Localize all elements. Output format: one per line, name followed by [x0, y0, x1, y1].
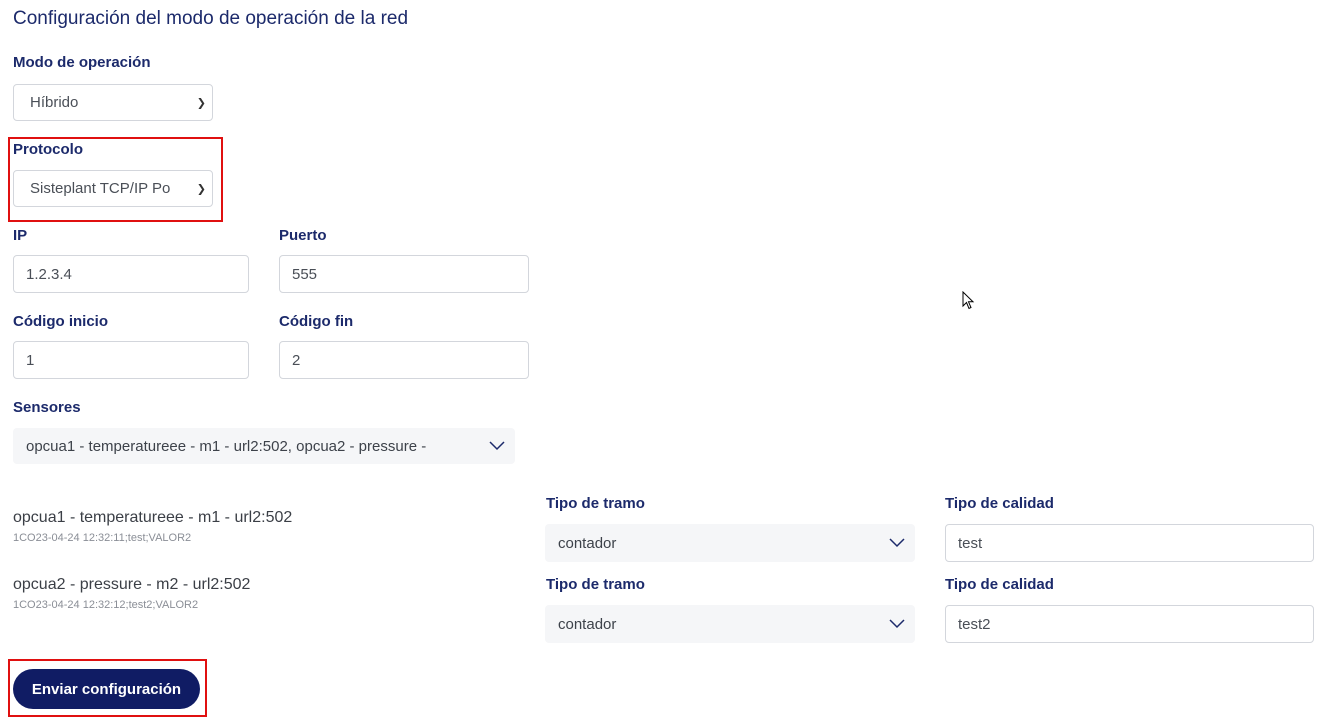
- sensores-multiselect[interactable]: opcua1 - temperatureee - m1 - url2:502, …: [13, 428, 515, 464]
- protocolo-value: Sisteplant TCP/IP Po: [30, 180, 171, 197]
- sensores-value: opcua1 - temperatureee - m1 - url2:502, …: [26, 437, 427, 455]
- chevron-down-icon: ❯: [196, 183, 206, 195]
- puerto-label: Puerto: [279, 227, 327, 244]
- tramo-select[interactable]: contador: [545, 524, 915, 562]
- chevron-down-icon: ❯: [196, 97, 206, 109]
- modo-value: Híbrido: [30, 94, 79, 111]
- tramo-label: Tipo de tramo: [546, 495, 645, 512]
- modo-select[interactable]: Híbrido ❯: [13, 84, 213, 121]
- submit-highlight: [8, 659, 207, 717]
- sensores-label: Sensores: [13, 399, 81, 416]
- chevron-down-icon: [889, 619, 905, 629]
- protocolo-label: Protocolo: [13, 141, 83, 158]
- puerto-input[interactable]: 555: [279, 255, 529, 293]
- codigo-inicio-label: Código inicio: [13, 313, 108, 330]
- enviar-configuracion-button[interactable]: Enviar configuración: [13, 669, 200, 709]
- sensor-name: opcua1 - temperatureee - m1 - url2:502: [13, 509, 293, 526]
- codigo-inicio-input[interactable]: 1: [13, 341, 249, 379]
- tramo-select[interactable]: contador: [545, 605, 915, 643]
- chevron-down-icon: [889, 538, 905, 548]
- sensor-name: opcua2 - pressure - m2 - url2:502: [13, 576, 251, 593]
- protocolo-highlight: [8, 137, 223, 222]
- codigo-fin-label: Código fin: [279, 313, 354, 330]
- ip-input[interactable]: 1.2.3.4: [13, 255, 249, 293]
- tramo-value: contador: [558, 615, 617, 633]
- codigo-fin-input[interactable]: 2: [279, 341, 529, 379]
- calidad-label: Tipo de calidad: [945, 576, 1054, 593]
- mouse-cursor-icon: [962, 291, 975, 310]
- tramo-label: Tipo de tramo: [546, 576, 645, 593]
- sensor-detail: 1CO23-04-24 12:32:11;test;VALOR2: [13, 532, 192, 544]
- sensor-detail: 1CO23-04-24 12:32:12;test2;VALOR2: [13, 599, 199, 611]
- calidad-input[interactable]: test: [945, 524, 1314, 562]
- protocolo-select[interactable]: Sisteplant TCP/IP Po ❯: [13, 170, 213, 207]
- page-title: Configuración del modo de operación de l…: [13, 8, 409, 29]
- ip-label: IP: [13, 227, 28, 244]
- chevron-down-icon: [489, 441, 505, 451]
- calidad-input[interactable]: test2: [945, 605, 1314, 643]
- modo-label: Modo de operación: [13, 54, 151, 71]
- tramo-value: contador: [558, 534, 617, 552]
- calidad-label: Tipo de calidad: [945, 495, 1054, 512]
